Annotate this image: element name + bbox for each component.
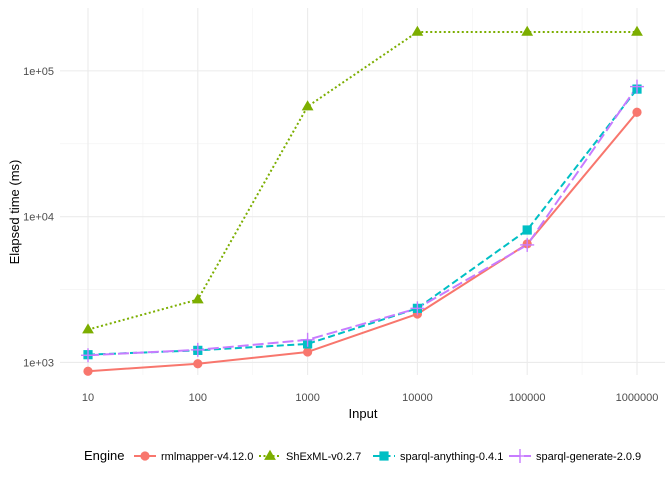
legend-title: Engine xyxy=(84,448,124,463)
legend-item-label: sparql-generate-2.0.9 xyxy=(536,451,641,463)
series-lines xyxy=(87,30,638,373)
legend-key-marker xyxy=(140,451,150,461)
x-tick-labels: 10 100 1000 10000 100000 1000000 xyxy=(82,392,659,404)
data-point xyxy=(410,301,425,316)
data-point xyxy=(520,237,535,252)
data-point xyxy=(303,347,313,357)
data-point xyxy=(193,359,203,369)
x-tick-label: 1000000 xyxy=(616,392,659,404)
series-points xyxy=(81,25,644,376)
legend-item-label: rmlmapper-v4.12.0 xyxy=(161,451,253,463)
legend: Engine rmlmapper-v4.12.0 ShExML-v0.2.7 spa… xyxy=(84,448,641,463)
x-tick-label: 100000 xyxy=(509,392,546,404)
x-tick-label: 10 xyxy=(82,392,94,404)
data-point xyxy=(630,79,644,94)
legend-key-marker xyxy=(379,451,389,461)
data-point xyxy=(411,25,424,36)
data-point xyxy=(190,342,205,357)
data-point xyxy=(522,225,532,235)
series-line xyxy=(87,30,637,331)
x-tick-label: 1000 xyxy=(295,392,319,404)
series-line xyxy=(87,111,638,373)
data-point xyxy=(83,366,93,376)
legend-key-marker xyxy=(264,449,276,460)
y-axis-title: Elapsed time (ms) xyxy=(7,160,22,265)
data-point xyxy=(632,107,642,117)
legend-item-label: ShExML-v0.2.7 xyxy=(286,451,361,463)
y-tick-label: 1e+04 xyxy=(23,212,54,224)
y-tick-label: 1e+03 xyxy=(23,357,54,369)
data-point xyxy=(521,25,534,36)
data-point xyxy=(300,332,315,347)
data-point xyxy=(81,348,95,363)
data-point xyxy=(82,323,94,334)
x-axis-title: Input xyxy=(349,406,378,421)
y-tick-labels: 1e+03 1e+04 1e+05 xyxy=(23,66,54,370)
legend-key-marker xyxy=(513,449,527,463)
data-point xyxy=(631,25,643,36)
data-point xyxy=(191,293,204,304)
series-line xyxy=(87,86,638,357)
legend-item-label: sparql-anything-0.4.1 xyxy=(400,451,503,463)
y-tick-label: 1e+05 xyxy=(23,66,54,78)
x-tick-label: 100 xyxy=(189,392,207,404)
series-line xyxy=(87,88,638,356)
x-tick-label: 10000 xyxy=(402,392,433,404)
data-point xyxy=(301,100,314,111)
